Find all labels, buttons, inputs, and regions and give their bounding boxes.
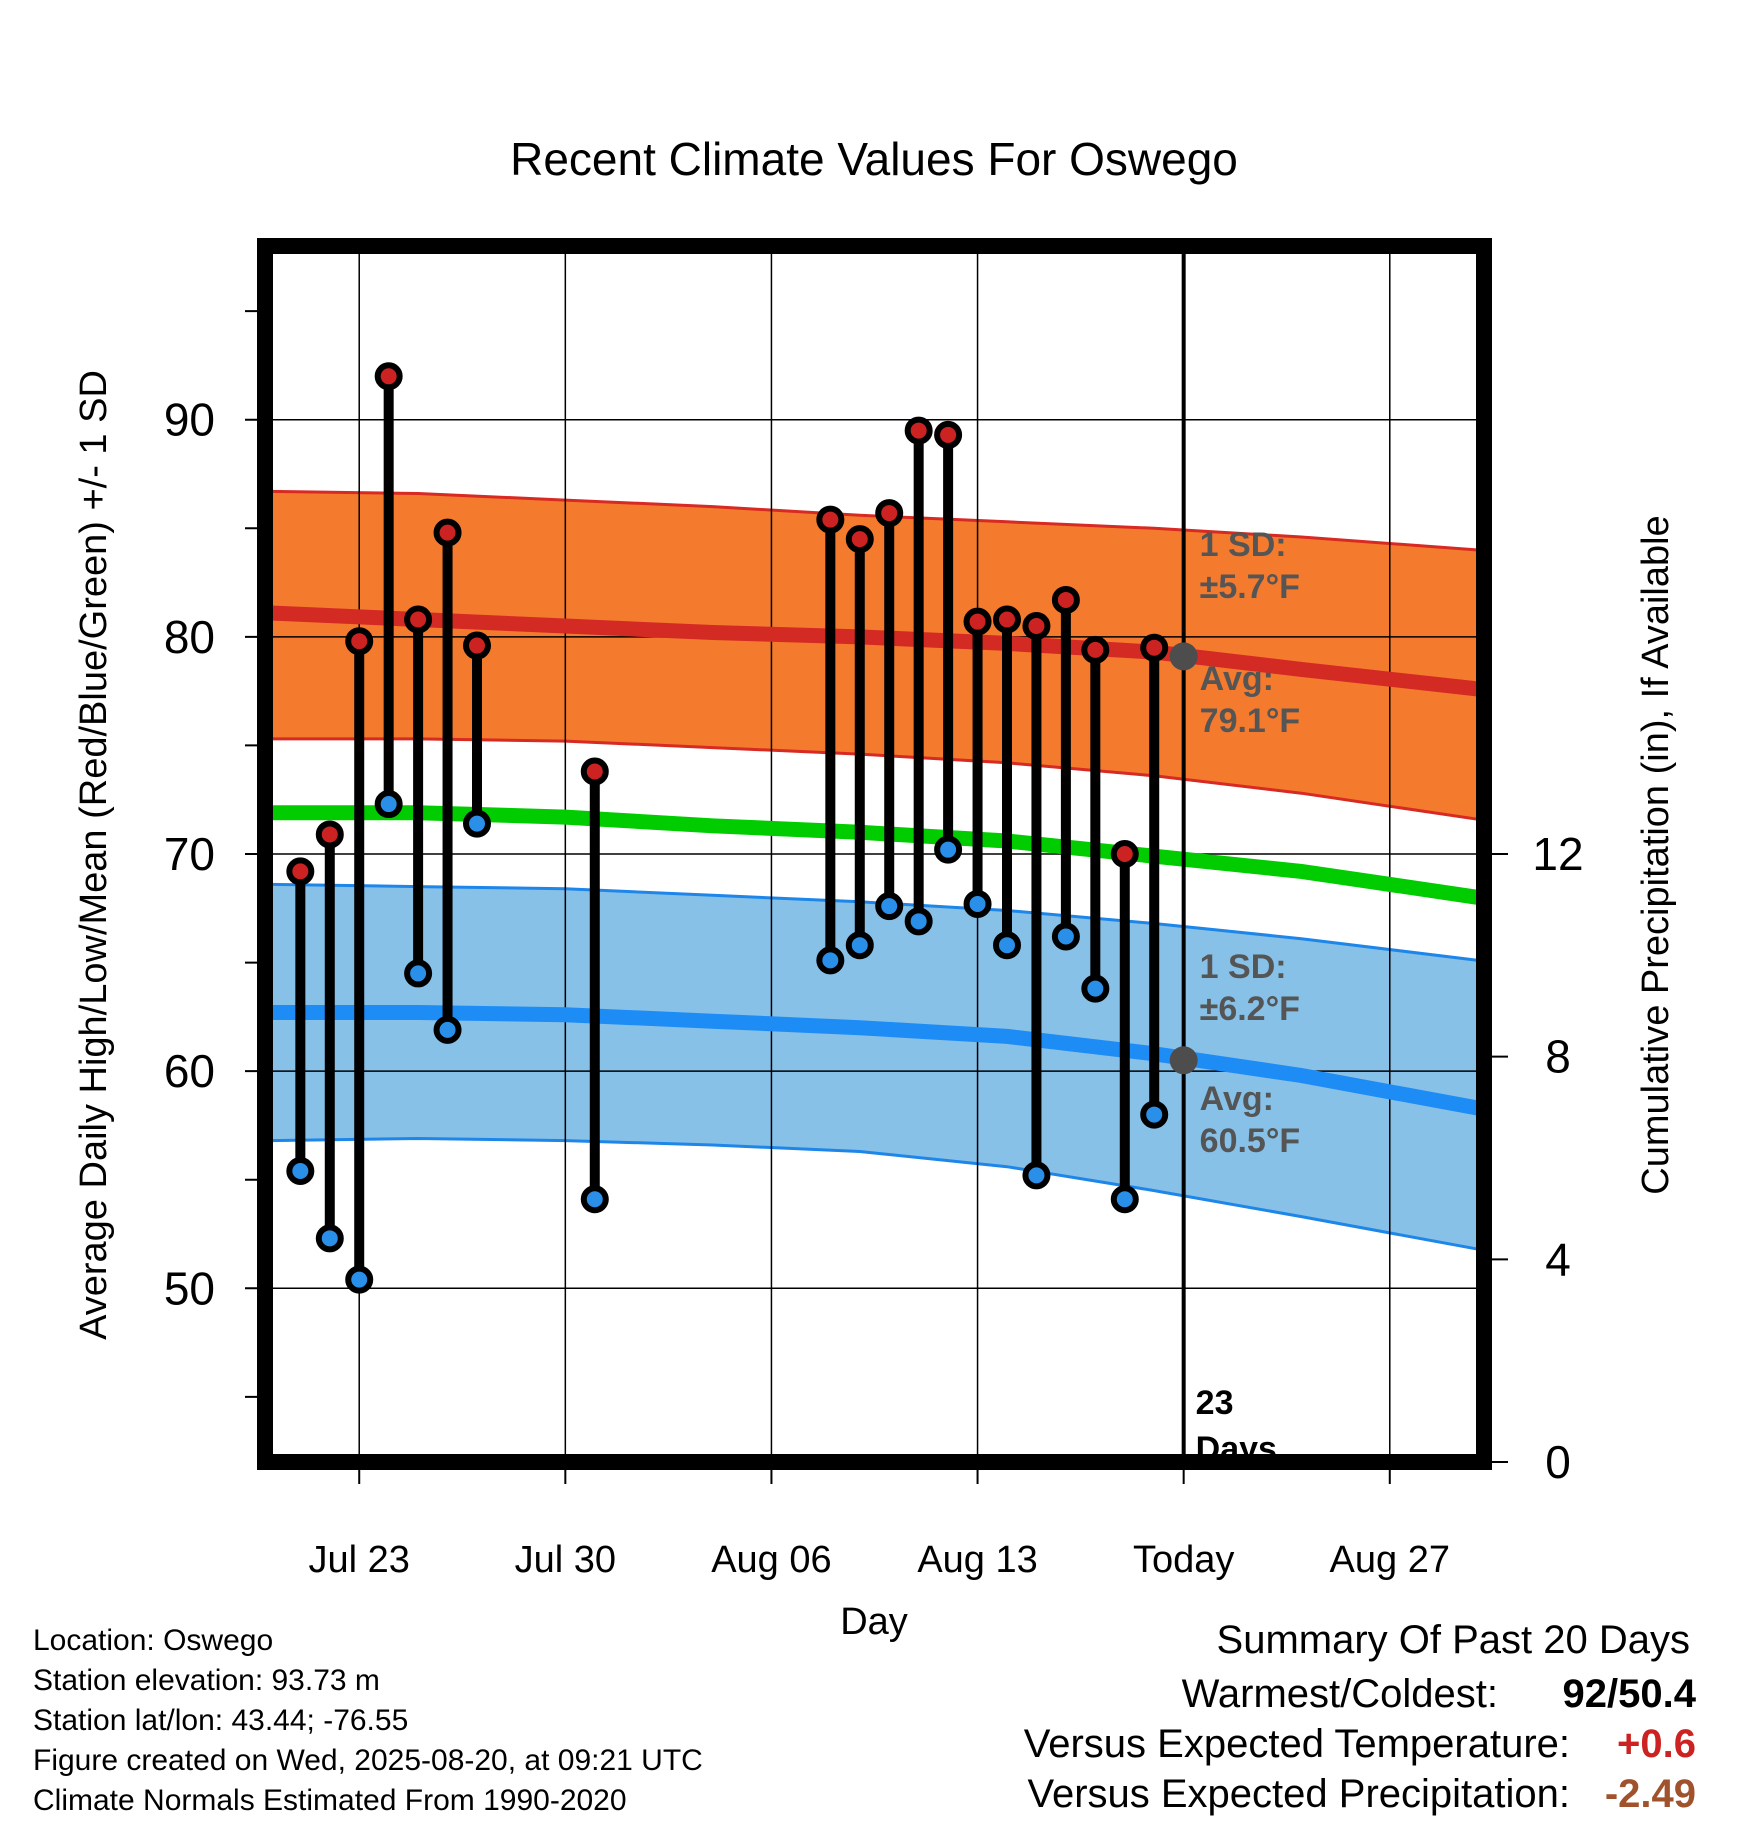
obs-high-dot	[1051, 585, 1080, 614]
low-avg-dot	[1169, 1046, 1198, 1075]
x-tick-label: Aug 27	[1330, 1539, 1450, 1581]
y-axis-label: Average Daily High/Low/Mean (Red/Blue/Gr…	[73, 370, 115, 1340]
normals-text: Climate Normals Estimated From 1990-2020	[33, 1784, 627, 1817]
high-avg-value: 79.1°F	[1200, 702, 1301, 740]
obs-low-dot	[315, 1224, 344, 1253]
obs-high-dot	[286, 857, 315, 886]
x-axis-label: Day	[840, 1601, 908, 1643]
temp-vs-expected-label: Versus Expected Temperature:	[1023, 1722, 1570, 1766]
high-sd-label: 1 SD:	[1200, 526, 1287, 564]
obs-low-dot	[963, 889, 992, 918]
low-band-lower-edge	[270, 1136, 1479, 1251]
y-tick-label: 80	[164, 611, 215, 663]
elevation-text: Station elevation: 93.73 m	[33, 1664, 380, 1697]
y2-tick-label: 0	[1545, 1436, 1571, 1488]
axis-layer: 50 60 70 80 90 0 4 8 12 Jul 23 Jul 30 Aug 06 Aug 13 T…	[164, 238, 1584, 1581]
obs-low-dot	[845, 931, 874, 960]
obs-high-dot	[1022, 612, 1051, 640]
obs-high-dot	[963, 607, 992, 636]
obs-low-dot	[345, 1265, 374, 1294]
obs-high-dot	[345, 627, 374, 656]
obs-high-dot	[845, 525, 874, 554]
y2-tick-label: 4	[1545, 1233, 1571, 1285]
obs-low-dot	[1051, 922, 1080, 951]
warmest-label: Warmest/Coldest:	[1181, 1672, 1498, 1716]
obs-low-dot	[816, 946, 845, 975]
low-sd-label: 1 SD:	[1200, 948, 1287, 986]
obs-low-dot	[463, 809, 491, 838]
warmest-value: 92/50.4	[1562, 1672, 1696, 1716]
obs-high-dot	[993, 605, 1021, 634]
normal-low-line	[270, 1005, 1480, 1116]
x-tick-label: Jul 30	[515, 1539, 616, 1581]
x-tick-label: Aug 06	[711, 1539, 831, 1581]
annotation-layer: 1 SD: ±5.7°F Avg: 79.1°F 1 SD: ±6.2°F Avg: 60.5…	[1196, 526, 1301, 1468]
obs-high-dot	[404, 605, 433, 634]
obs-high-dot	[934, 420, 963, 449]
obs-high-dot	[1140, 633, 1169, 662]
low-sd-value: ±6.2°F	[1200, 990, 1300, 1028]
obs-high-dot	[315, 820, 344, 849]
obs-low-dot	[580, 1185, 609, 1214]
high-band-upper-edge	[270, 489, 1479, 552]
obs-low-dot	[1081, 974, 1110, 1003]
obs-low-dot	[286, 1157, 315, 1186]
obs-high-dot	[875, 499, 904, 528]
obs-low-dot	[1022, 1161, 1051, 1190]
obs-high-dot	[433, 518, 462, 547]
obs-high-dot	[580, 757, 609, 786]
high-avg-dot	[1169, 642, 1198, 671]
y2-tick-label: 12	[1532, 828, 1583, 880]
latlon-text: Station lat/lon: 43.44; -76.55	[33, 1704, 409, 1737]
obs-high-dot	[1081, 635, 1110, 664]
x-tick-label: Jul 23	[309, 1539, 410, 1581]
high-avg-label: Avg:	[1200, 660, 1274, 698]
created-text: Figure created on Wed, 2025-08-20, at 09…	[33, 1744, 703, 1777]
chart-title: Recent Climate Values For Oswego	[510, 133, 1238, 185]
obs-low-dot	[433, 1015, 462, 1044]
summary-title: Summary Of Past 20 Days	[1216, 1618, 1690, 1662]
obs-low-dot	[1110, 1185, 1139, 1214]
obs-high-dot	[1110, 840, 1139, 868]
days-count-label: 23	[1196, 1384, 1234, 1422]
plot-area	[265, 246, 1484, 1462]
obs-low-dot	[374, 790, 403, 819]
obs-high-dot	[374, 362, 403, 391]
x-tick-label: Aug 13	[917, 1539, 1037, 1581]
obs-low-dot	[993, 931, 1021, 960]
temp-vs-expected-value: +0.6	[1617, 1722, 1696, 1766]
obs-high-dot	[463, 631, 491, 660]
x-tick-label: Today	[1133, 1539, 1234, 1581]
obs-high-dot	[816, 505, 845, 534]
high-sd-band	[270, 491, 1479, 820]
obs-low-dot	[875, 892, 904, 921]
obs-low-dot	[934, 835, 963, 864]
obs-low-dot	[904, 907, 933, 936]
low-sd-band	[270, 884, 1479, 1250]
y2-axis-label: Cumulative Precipitation (in), If Availa…	[1635, 515, 1677, 1194]
y-tick-label: 70	[164, 828, 215, 880]
precip-vs-expected-label: Versus Expected Precipitation:	[1027, 1772, 1570, 1816]
low-avg-value: 60.5°F	[1200, 1122, 1301, 1160]
precip-vs-expected-value: -2.49	[1604, 1772, 1696, 1816]
y-tick-label: 60	[164, 1045, 215, 1097]
location-text: Location: Oswego	[33, 1624, 274, 1657]
y-tick-label: 50	[164, 1262, 215, 1314]
y-tick-label: 90	[164, 394, 215, 446]
obs-low-dot	[1140, 1100, 1169, 1129]
obs-high-dot	[904, 416, 933, 445]
obs-low-dot	[404, 959, 433, 988]
high-sd-value: ±5.7°F	[1200, 568, 1300, 606]
low-avg-label: Avg:	[1200, 1080, 1274, 1118]
y2-tick-label: 8	[1545, 1031, 1571, 1083]
